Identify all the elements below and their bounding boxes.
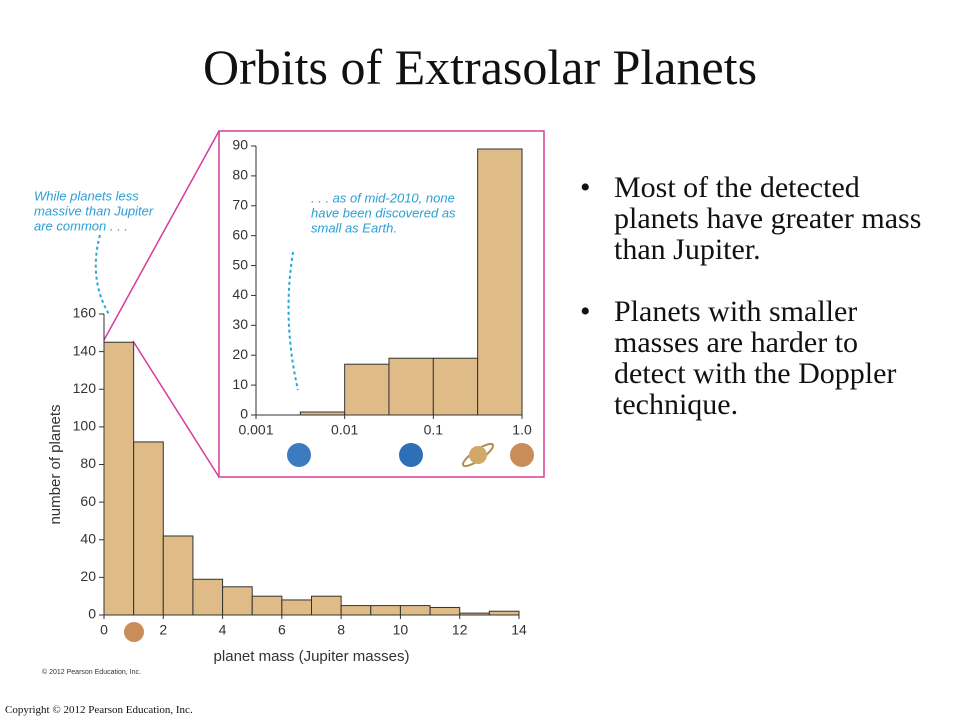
y-tick-label: 20 bbox=[232, 346, 248, 362]
annotation: are common . . . bbox=[34, 218, 128, 233]
x-tick-label: 0.01 bbox=[331, 422, 358, 438]
annotation: small as Earth. bbox=[311, 220, 397, 235]
y-tick-label: 40 bbox=[232, 286, 248, 302]
y-tick-label: 20 bbox=[80, 568, 96, 584]
y-tick-label: 80 bbox=[80, 455, 96, 471]
jupiter-icon bbox=[124, 622, 144, 642]
bar bbox=[370, 605, 401, 616]
bar bbox=[432, 357, 479, 416]
bar bbox=[162, 535, 194, 616]
saturn-icon bbox=[469, 446, 487, 464]
x-tick-label: 6 bbox=[278, 622, 286, 638]
x-axis-label: planet mass (Jupiter masses) bbox=[214, 648, 410, 665]
x-tick-label: 12 bbox=[452, 622, 468, 638]
x-tick-label: 0.001 bbox=[238, 422, 273, 438]
y-tick-label: 70 bbox=[232, 196, 248, 212]
bar bbox=[311, 595, 342, 616]
y-tick-label: 60 bbox=[80, 493, 96, 509]
bar bbox=[488, 610, 520, 616]
y-tick-label: 100 bbox=[73, 418, 97, 434]
bar bbox=[281, 599, 313, 616]
earth-icon bbox=[287, 443, 311, 467]
y-tick-label: 50 bbox=[232, 256, 248, 272]
y-tick-label: 40 bbox=[80, 530, 96, 546]
zoom-line bbox=[132, 340, 220, 478]
y-tick-label: 0 bbox=[240, 406, 248, 422]
y-tick-label: 140 bbox=[73, 342, 97, 358]
y-tick-label: 160 bbox=[73, 305, 97, 321]
annotation: . . . as of mid-2010, none bbox=[311, 190, 455, 205]
chart-area: © 2012 Pearson Education, Inc. 020406080… bbox=[34, 130, 545, 676]
bar bbox=[340, 605, 372, 616]
bar bbox=[251, 595, 283, 616]
y-axis-label: number of planets bbox=[47, 404, 64, 524]
slide-title: Orbits of Extrasolar Planets bbox=[202, 39, 758, 95]
zoom-line bbox=[103, 130, 220, 341]
bullet-list: Most of the detected planets have greate… bbox=[580, 172, 925, 451]
x-tick-label: 1.0 bbox=[512, 422, 532, 438]
neptune-icon bbox=[399, 443, 423, 467]
bullet: Planets with smaller masses are harder t… bbox=[580, 296, 925, 420]
bar bbox=[103, 341, 135, 616]
annotation: massive than Jupiter bbox=[34, 203, 154, 218]
bullet: Most of the detected planets have greate… bbox=[580, 172, 925, 265]
y-tick-label: 0 bbox=[88, 606, 96, 622]
y-tick-label: 60 bbox=[232, 226, 248, 242]
bar bbox=[192, 578, 224, 616]
y-tick-label: 10 bbox=[232, 376, 248, 392]
jupiter-icon bbox=[510, 443, 534, 467]
arrow bbox=[94, 234, 111, 317]
bar bbox=[344, 363, 390, 416]
bar bbox=[429, 606, 461, 616]
bar bbox=[388, 357, 434, 416]
x-tick-label: 0 bbox=[100, 622, 108, 638]
annotation: have been discovered as bbox=[311, 205, 456, 220]
credit: © 2012 Pearson Education, Inc. bbox=[42, 668, 141, 676]
x-tick-label: 10 bbox=[393, 622, 409, 638]
bar bbox=[477, 148, 523, 416]
bar bbox=[133, 441, 164, 616]
bar bbox=[399, 605, 431, 616]
bar bbox=[222, 586, 253, 616]
arrow bbox=[287, 251, 299, 391]
y-tick-label: 80 bbox=[232, 167, 248, 183]
x-tick-label: 4 bbox=[219, 622, 227, 638]
y-tick-label: 90 bbox=[232, 137, 248, 153]
y-tick-label: 120 bbox=[73, 380, 97, 396]
x-tick-label: 2 bbox=[159, 622, 167, 638]
annotation: While planets less bbox=[34, 188, 139, 203]
y-tick-label: 30 bbox=[232, 316, 248, 332]
x-tick-label: 14 bbox=[511, 622, 527, 638]
x-tick-label: 8 bbox=[337, 622, 345, 638]
footer: Copyright © 2012 Pearson Education, Inc. bbox=[5, 704, 193, 716]
x-tick-label: 0.1 bbox=[424, 422, 444, 438]
